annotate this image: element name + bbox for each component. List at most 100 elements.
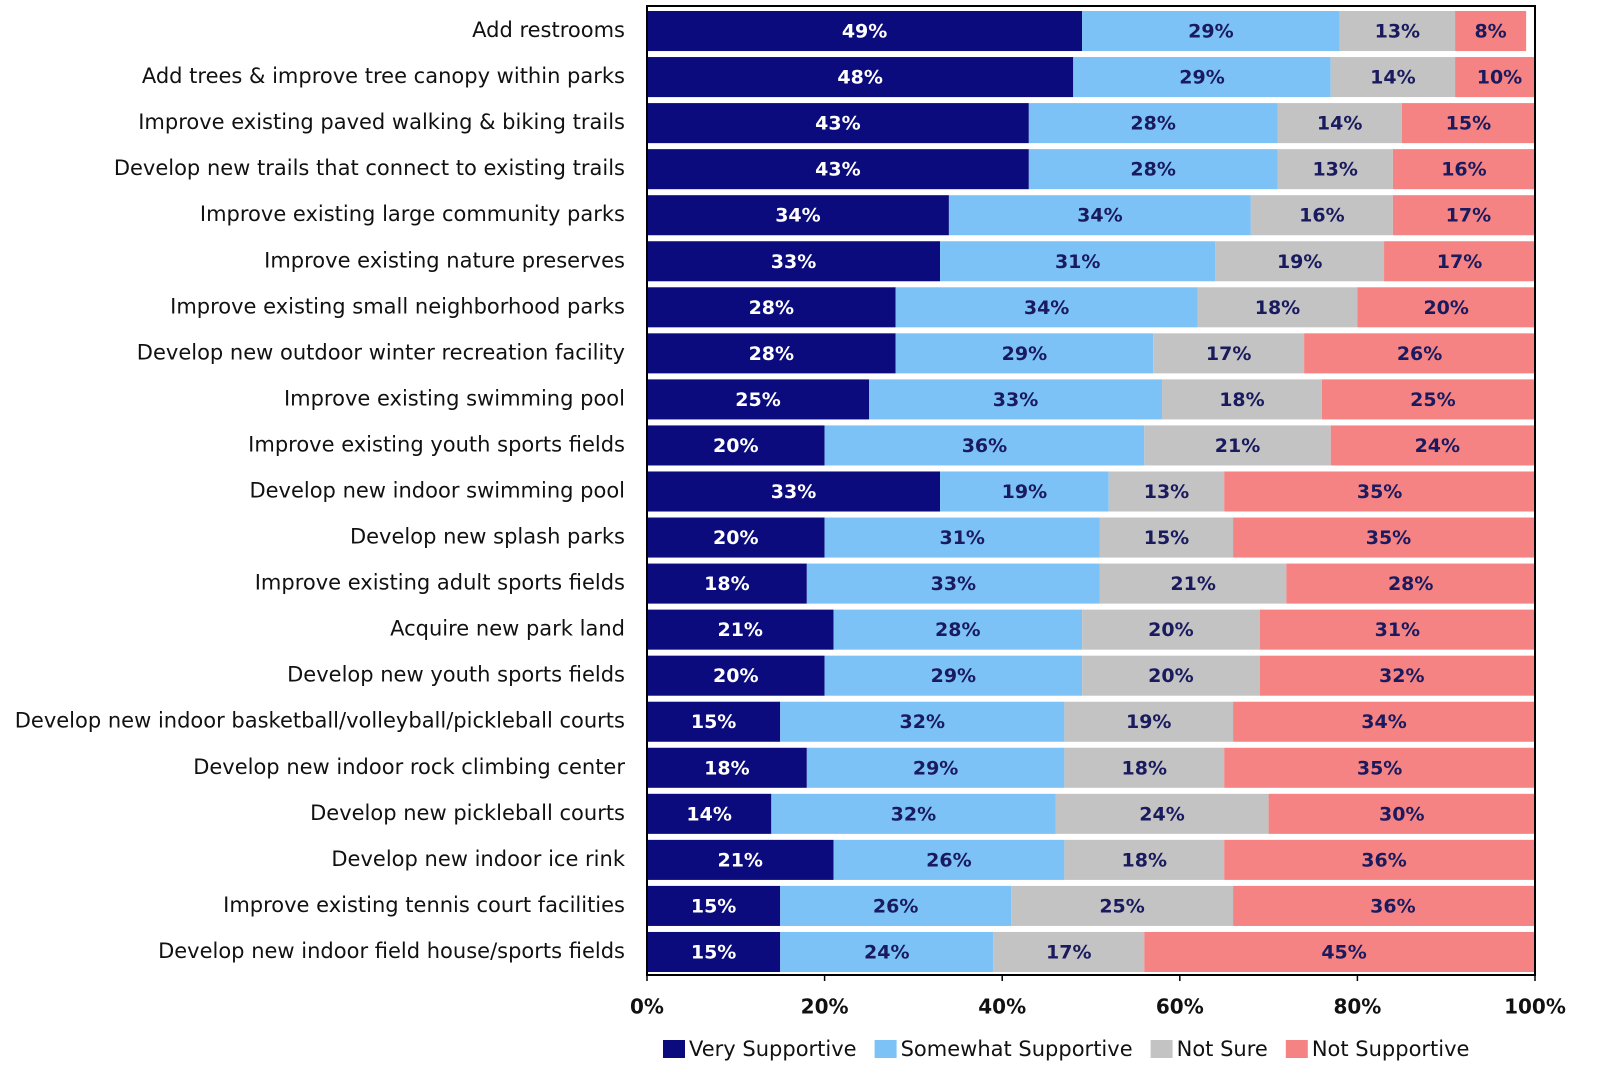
bars [647, 11, 1535, 972]
bar-segment [1162, 379, 1322, 420]
x-tick-label: 80% [1333, 995, 1381, 1019]
value-label: 33% [931, 573, 976, 595]
value-label: 28% [935, 619, 980, 641]
x-tick-label: 60% [1156, 995, 1204, 1019]
bar-segment [647, 563, 807, 604]
bar-segment [1286, 563, 1535, 604]
bar-segment [647, 149, 1029, 190]
value-label: 34% [1024, 297, 1069, 319]
value-label: 43% [815, 113, 860, 135]
value-label: 34% [775, 205, 820, 227]
value-label: 35% [1357, 481, 1402, 503]
bar-segment [1082, 11, 1340, 52]
category-label: Develop new trails that connect to exist… [114, 156, 625, 180]
category-label: Add trees & improve tree canopy within p… [142, 64, 625, 88]
value-label: 33% [993, 389, 1038, 411]
x-tick-label: 100% [1504, 995, 1566, 1019]
bar-segment [647, 103, 1029, 144]
value-label: 18% [1122, 849, 1167, 871]
x-tick-label: 20% [801, 995, 849, 1019]
value-label: 17% [1446, 205, 1491, 227]
bar-segment [1011, 885, 1234, 926]
bar-segment [647, 655, 825, 696]
value-label: 14% [1370, 67, 1415, 89]
value-label: 26% [873, 895, 918, 917]
value-label: 34% [1077, 205, 1122, 227]
bar-segment [647, 379, 869, 420]
value-label: 28% [749, 343, 794, 365]
value-label: 35% [1357, 757, 1402, 779]
legend-label: Somewhat Supportive [901, 1037, 1133, 1061]
value-label: 29% [1002, 343, 1047, 365]
x-tick-label: 40% [978, 995, 1026, 1019]
category-label: Develop new indoor rock climbing center [193, 755, 625, 779]
value-label: 18% [1219, 389, 1264, 411]
bar-segment [647, 425, 825, 466]
value-label: 10% [1477, 67, 1522, 89]
value-label: 20% [713, 665, 758, 687]
value-label: 36% [1361, 849, 1406, 871]
value-label: 19% [1277, 251, 1322, 273]
value-label: 30% [1379, 803, 1424, 825]
bar-segment [647, 195, 949, 236]
value-label: 18% [1122, 757, 1167, 779]
bar-segment [1108, 471, 1225, 512]
bar-segment [1268, 793, 1535, 834]
bar-segment [647, 287, 896, 328]
value-label: 26% [1397, 343, 1442, 365]
legend-swatch [1285, 1040, 1308, 1058]
bar-segment [940, 241, 1216, 282]
value-label: 14% [1317, 113, 1362, 135]
bar-segment [1392, 149, 1535, 190]
bar-segment [1392, 195, 1535, 236]
bar-segment [1064, 747, 1225, 788]
bar-segment [1259, 655, 1535, 696]
value-label: 28% [749, 297, 794, 319]
value-label: 8% [1474, 21, 1506, 43]
bar-segment [647, 471, 941, 512]
x-tick-label: 0% [630, 995, 664, 1019]
value-label: 20% [1423, 297, 1468, 319]
bar-segment [1304, 333, 1535, 374]
category-label: Improve existing swimming pool [284, 386, 625, 410]
bar-segment [1197, 287, 1358, 328]
category-label: Improve existing paved walking & biking … [138, 110, 625, 134]
bar-segment [1233, 701, 1535, 742]
value-label: 31% [939, 527, 984, 549]
category-label: Improve existing youth sports fields [248, 432, 625, 456]
category-label: Develop new outdoor winter recreation fa… [137, 340, 625, 364]
value-label: 15% [1144, 527, 1189, 549]
bar-segment [780, 885, 1012, 926]
value-label: 32% [891, 803, 936, 825]
bar-segment [647, 747, 807, 788]
bar-segment [1028, 103, 1278, 144]
value-label: 21% [717, 619, 762, 641]
legend-label: Not Sure [1177, 1037, 1268, 1061]
bar-segment [780, 701, 1065, 742]
category-label: Develop new youth sports fields [287, 663, 625, 687]
bar-segment [647, 885, 781, 926]
value-label: 20% [1148, 665, 1193, 687]
value-label: 18% [1255, 297, 1300, 319]
bar-segment [1259, 609, 1535, 650]
bar-segment [940, 471, 1109, 512]
bar-segment [824, 517, 1100, 558]
bar-segment [647, 517, 825, 558]
value-label: 32% [900, 711, 945, 733]
value-label: 17% [1437, 251, 1482, 273]
bar-segment [824, 655, 1083, 696]
bar-segment [1144, 931, 1535, 972]
value-label: 28% [1130, 159, 1175, 181]
value-label: 31% [1375, 619, 1420, 641]
bar-segment [1073, 57, 1331, 98]
value-label: 25% [1410, 389, 1455, 411]
value-label: 13% [1144, 481, 1189, 503]
category-label: Add restrooms [472, 18, 625, 42]
value-label: 26% [926, 849, 971, 871]
value-label: 31% [1055, 251, 1100, 273]
bar-segment [1277, 103, 1402, 144]
bar-segment [1233, 517, 1535, 558]
bar-segment [1064, 839, 1225, 880]
category-label: Acquire new park land [390, 617, 625, 641]
